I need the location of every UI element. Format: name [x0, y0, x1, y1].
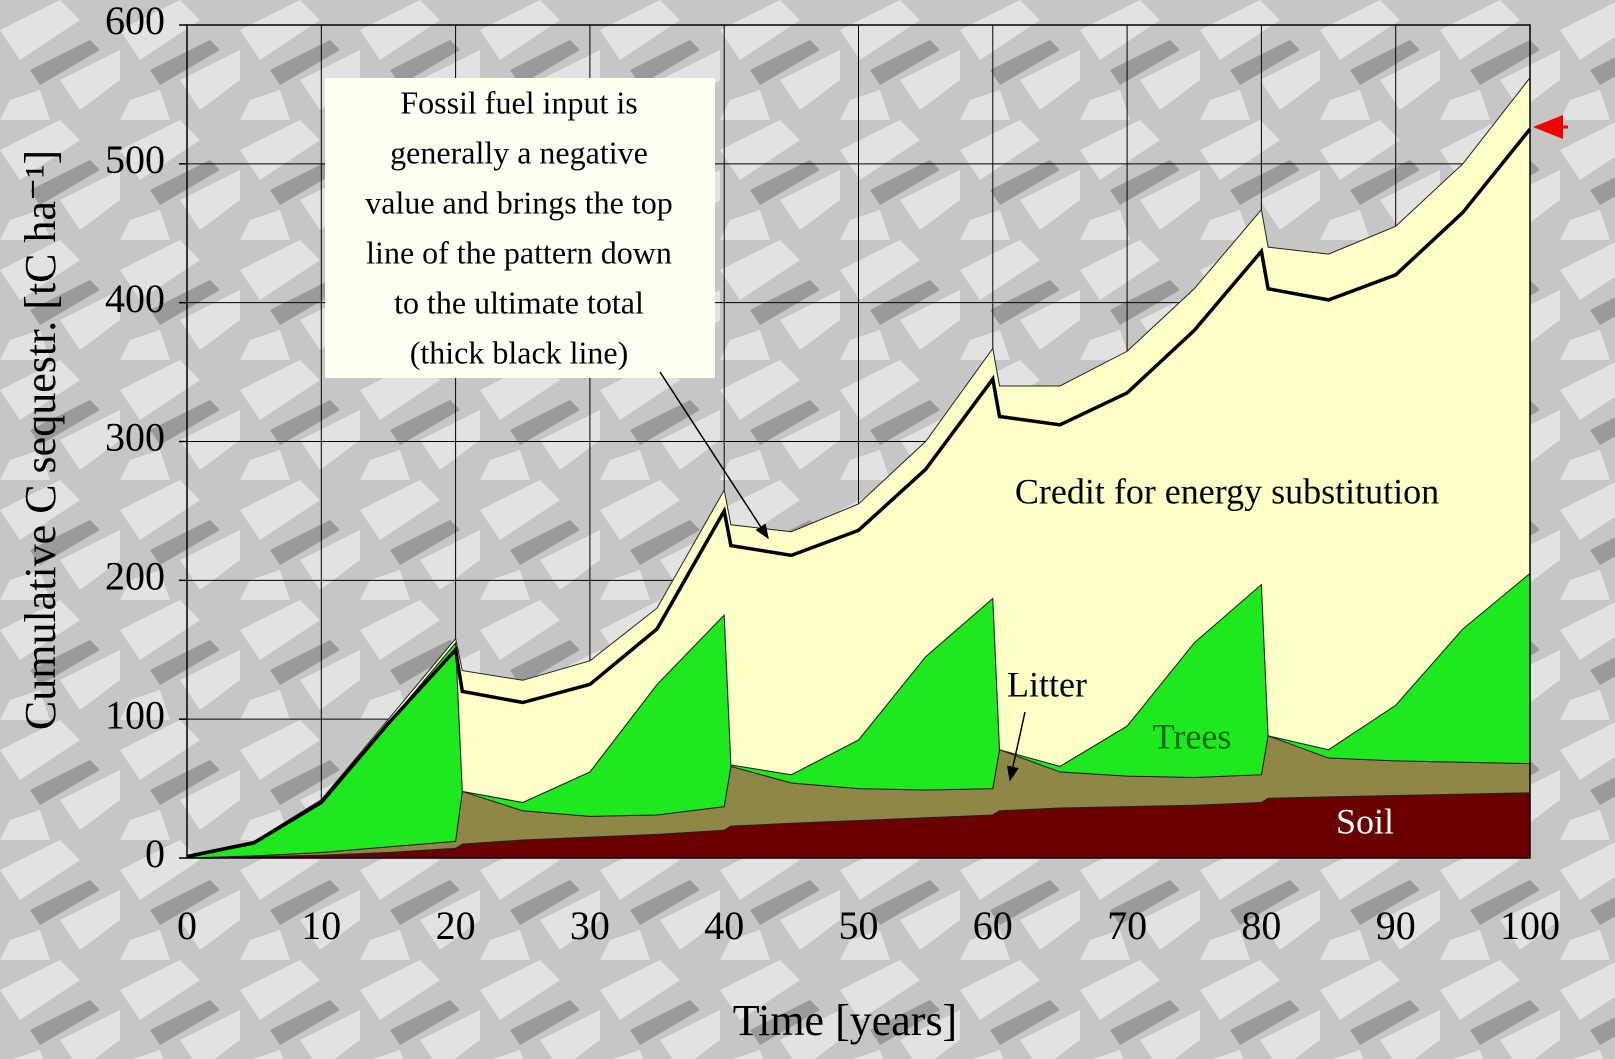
- x-tick-label: 50: [839, 903, 879, 948]
- annotation-text: to the ultimate total: [394, 284, 644, 320]
- annotation-text: Fossil fuel input is: [400, 84, 637, 120]
- y-tick-label: 100: [105, 692, 165, 737]
- y-tick-label: 600: [105, 0, 165, 43]
- x-tick-label: 60: [973, 903, 1013, 948]
- y-tick-label: 200: [105, 554, 165, 599]
- annotation-text: line of the pattern down: [366, 234, 672, 270]
- y-tick-label: 500: [105, 137, 165, 182]
- series-label: Credit for energy substitution: [1015, 471, 1439, 511]
- x-tick-label: 70: [1107, 903, 1147, 948]
- annotation-box: [325, 78, 715, 378]
- x-tick-label: 0: [177, 903, 197, 948]
- x-tick-label: 100: [1500, 903, 1560, 948]
- chart: 0 100 200 300 400 500 600 0 10 20 30 40 50 60 70 80 90 10…: [0, 0, 1615, 1059]
- y-tick-label: 400: [105, 276, 165, 321]
- series-label: Soil: [1336, 801, 1394, 841]
- annotation-text: value and brings the top: [365, 184, 672, 220]
- series-label: Trees: [1153, 716, 1232, 756]
- x-tick-label: 90: [1376, 903, 1416, 948]
- y-axis-label: Cumulative C sequestr. [tC ha⁻¹]: [16, 150, 65, 730]
- y-tick-label: 300: [105, 415, 165, 460]
- x-tick-label: 20: [436, 903, 476, 948]
- x-tick-label: 40: [704, 903, 744, 948]
- x-tick-label: 30: [570, 903, 610, 948]
- annotation-text: generally a negative: [390, 134, 648, 170]
- x-tick-label: 80: [1241, 903, 1281, 948]
- x-tick-label: 10: [301, 903, 341, 948]
- series-label: Litter: [1007, 664, 1087, 704]
- x-axis-label: Time [years]: [733, 996, 957, 1045]
- annotation-text: (thick black line): [410, 334, 629, 370]
- y-tick-label: 0: [145, 831, 165, 876]
